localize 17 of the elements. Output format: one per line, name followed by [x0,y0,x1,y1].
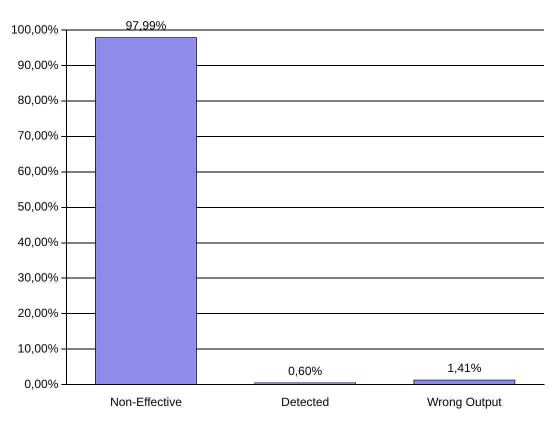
y-tick-label: 80,00% [18,93,59,108]
x-tick-label: Wrong Output [427,395,502,410]
y-tick-label: 20,00% [18,306,59,320]
y-tick-label: 60,00% [18,164,59,178]
data-label: 1,41% [447,360,482,375]
data-label: 0,60% [288,364,323,378]
x-tick-label: Detected [281,395,330,410]
y-tick-label: 40,00% [18,235,59,250]
y-tick-label: 70,00% [18,128,59,143]
y-tick-label: 10,00% [18,341,59,356]
y-tick-label: 90,00% [18,58,59,72]
data-label: 97,99% [126,18,167,32]
y-tick-label: 0,00% [24,376,59,391]
y-tick-label: 30,00% [18,270,59,285]
x-tick-label: Non-Effective [110,395,182,410]
y-tick-label: 100,00% [11,22,59,36]
y-tick-label: 50,00% [18,200,59,214]
